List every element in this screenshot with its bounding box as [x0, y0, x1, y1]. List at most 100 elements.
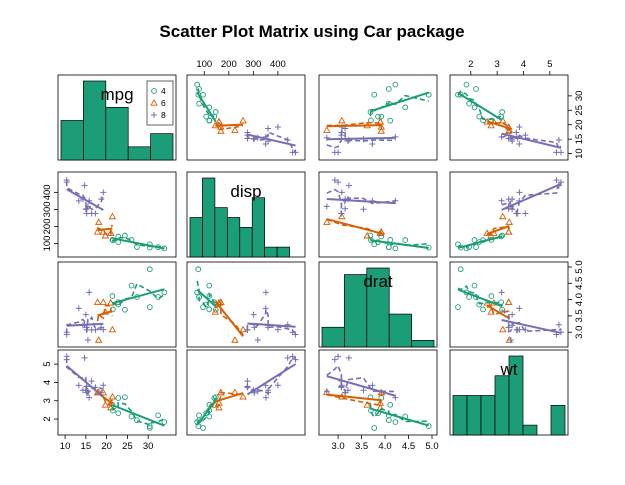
data-point — [254, 337, 261, 344]
diagonal-label-disp: disp — [230, 182, 261, 201]
smoother-line-cyl-8 — [501, 309, 562, 333]
data-point — [122, 306, 128, 313]
data-point — [471, 104, 478, 111]
regression-line-cyl-8 — [501, 183, 562, 211]
smoother-line-cyl-8 — [65, 181, 105, 211]
data-point — [194, 81, 201, 88]
panel-frame — [57, 261, 177, 348]
data-point — [262, 394, 269, 401]
data-point — [196, 412, 202, 419]
regression-line-cyl-6 — [97, 227, 113, 232]
data-point — [239, 325, 247, 333]
panel-mpg-vs-mpg: mpg — [57, 74, 177, 161]
data-point — [323, 388, 330, 395]
x-tick-label: 3 — [494, 59, 499, 70]
panel-drat-vs-wt — [449, 261, 569, 348]
data-point — [516, 305, 523, 312]
regression-line-cyl-6 — [215, 123, 244, 127]
data-point — [92, 326, 99, 333]
data-point — [504, 228, 513, 235]
panel-wt-vs-mpg — [57, 349, 177, 436]
data-point — [387, 237, 394, 243]
data-point — [345, 354, 352, 361]
legend-marker-cyl-4 — [151, 88, 157, 94]
data-point — [200, 91, 206, 98]
data-point — [402, 104, 409, 111]
histogram-bar — [388, 313, 412, 348]
data-point — [392, 81, 399, 88]
data-point — [82, 311, 89, 318]
histogram-bar — [264, 246, 278, 258]
data-point — [509, 311, 516, 318]
data-point — [516, 141, 523, 148]
data-point — [212, 109, 219, 115]
smoother-line-cyl-6 — [326, 121, 383, 129]
smoother-line-cyl-4 — [457, 235, 503, 249]
data-point — [146, 266, 153, 273]
data-point — [363, 401, 371, 408]
y-tick-label: 15 — [574, 134, 585, 145]
smoother-line-cyl-6 — [96, 224, 114, 235]
smoother-line-cyl-4 — [196, 397, 217, 425]
data-point — [155, 412, 161, 419]
data-point — [377, 123, 386, 130]
y-tick-label: 25 — [574, 105, 585, 116]
y-tick-label: 5.0 — [574, 260, 585, 273]
panel-mpg-vs-disp — [186, 74, 306, 161]
data-point — [239, 392, 247, 400]
smoother-line-cyl-4 — [196, 88, 217, 118]
x-tick-label: 15 — [81, 441, 92, 452]
data-point — [274, 124, 281, 131]
diagonal-label-drat: drat — [363, 272, 393, 291]
data-point — [122, 394, 128, 401]
data-point — [323, 134, 330, 141]
panel-wt-vs-disp — [186, 349, 306, 436]
y-tick-label: 400 — [42, 184, 53, 200]
histogram-bar — [226, 217, 241, 258]
regression-line-cyl-4 — [457, 288, 503, 308]
data-point — [360, 206, 367, 213]
regression-line-cyl-8 — [66, 322, 104, 327]
data-point — [507, 337, 514, 344]
smoother-line-cyl-8 — [326, 188, 396, 214]
data-point — [387, 401, 394, 408]
x-tick-label: 4.0 — [378, 441, 391, 452]
data-point — [499, 306, 506, 313]
histogram-bar — [276, 246, 290, 258]
regression-line-cyl-8 — [326, 375, 396, 397]
panel-wt-vs-wt: wt — [449, 349, 569, 436]
regression-line-cyl-8 — [247, 133, 296, 147]
panel-frame — [186, 349, 306, 436]
data-point — [254, 388, 261, 395]
data-point — [392, 419, 399, 425]
smoother-line-cyl-8 — [326, 364, 396, 393]
data-point — [471, 237, 478, 243]
data-point — [425, 91, 432, 98]
panel-drat-vs-disp — [186, 261, 306, 348]
data-point — [369, 141, 376, 148]
data-point — [206, 282, 213, 289]
regression-line-cyl-8 — [246, 363, 297, 396]
data-point — [385, 417, 392, 424]
x-tick-label: 20 — [101, 441, 112, 452]
data-point — [476, 301, 483, 308]
smoother-line-cyl-8 — [501, 181, 562, 214]
regression-line-cyl-8 — [326, 197, 396, 205]
y-tick-label: 4 — [42, 380, 53, 385]
smoother-line-cyl-4 — [457, 90, 503, 120]
data-point — [99, 388, 108, 396]
panel-frame — [57, 171, 177, 258]
data-point — [100, 189, 107, 196]
panel-frame — [449, 261, 569, 348]
data-point — [206, 306, 213, 313]
data-point — [92, 210, 99, 217]
data-point — [161, 289, 168, 296]
smoother-line-cyl-4 — [111, 282, 165, 308]
data-point — [115, 395, 122, 401]
data-point — [487, 121, 495, 129]
histogram-bar — [508, 355, 524, 436]
data-point — [75, 382, 82, 389]
legend-label: 4 — [161, 86, 166, 96]
data-point — [195, 266, 202, 273]
panel-frame — [186, 261, 306, 348]
